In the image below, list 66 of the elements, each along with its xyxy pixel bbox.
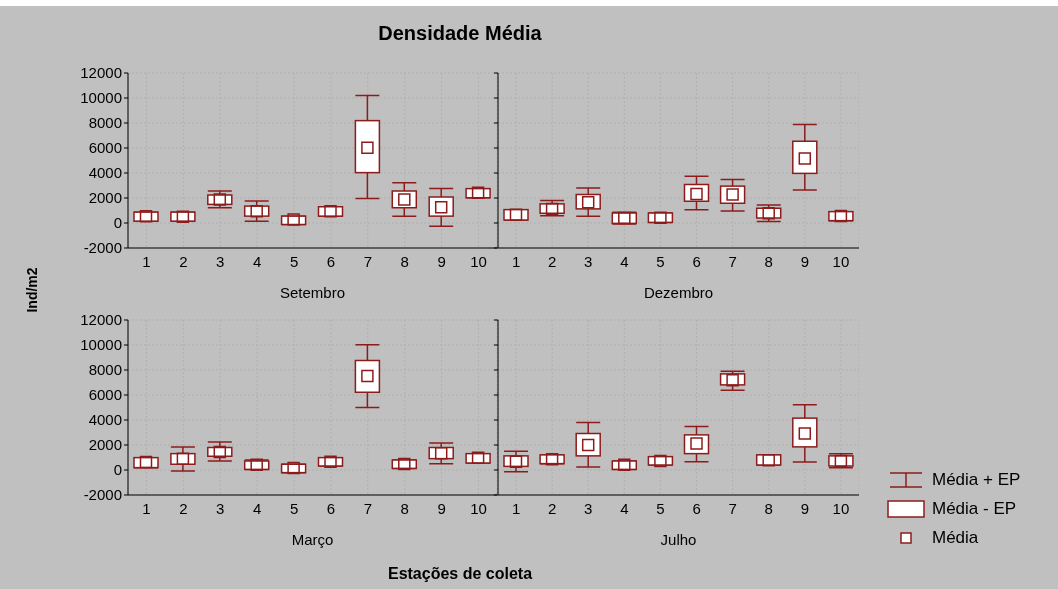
x-tick-label: 10 [470, 499, 487, 517]
y-axis-title: Ind/m2 [24, 267, 40, 313]
y-tick-label: -2000 [83, 486, 122, 504]
x-tick-label: 6 [326, 499, 336, 517]
x-tick-label: 2 [547, 499, 557, 517]
x-tick-label: 3 [216, 252, 225, 270]
x-tick-label: 2 [179, 499, 188, 517]
x-tick-label: 5 [289, 252, 299, 270]
y-tick-label: 2000 [88, 189, 122, 207]
x-tick-label: 3 [584, 499, 593, 517]
x-tick-label: 1 [511, 252, 521, 270]
y-tick-label: 0 [113, 461, 122, 479]
x-tick-label: 1 [511, 499, 521, 517]
x-tick-label: 7 [363, 252, 373, 270]
y-tick-label: 6000 [88, 139, 122, 157]
x-tick-label: 8 [400, 499, 409, 517]
y-tick-label: 6000 [88, 386, 122, 404]
y-tick-label: 0 [113, 214, 122, 232]
x-tick-label: 4 [620, 499, 629, 517]
x-tick-label: 9 [437, 252, 446, 270]
x-tick-label: 7 [728, 499, 737, 517]
x-tick-label: 8 [400, 252, 409, 270]
x-tick-label: 7 [728, 252, 737, 270]
x-tick-label: 6 [692, 252, 701, 270]
x-tick-label: 9 [800, 252, 810, 270]
x-tick-label: 6 [326, 252, 336, 270]
y-tick-label: 10000 [80, 336, 122, 354]
x-tick-label: 1 [142, 252, 151, 270]
x-tick-label: 10 [832, 252, 850, 270]
y-tick-label: 8000 [88, 114, 122, 132]
x-axis-title: Julho [660, 531, 697, 548]
y-tick-label: -2000 [83, 239, 122, 257]
x-tick-label: 7 [363, 499, 373, 517]
x-tick-label: 10 [470, 252, 487, 270]
x-axis-title: Setembro [279, 284, 346, 301]
x-axis-title: Dezembro [643, 284, 714, 301]
x-tick-label: 5 [656, 252, 665, 270]
x-tick-label: 8 [764, 499, 773, 517]
y-tick-label: 12000 [80, 311, 122, 329]
x-tick-label: 6 [692, 499, 701, 517]
x-tick-label: 5 [656, 499, 665, 517]
y-tick-label: 4000 [88, 411, 122, 429]
x-tick-label: 9 [800, 499, 810, 517]
x-axis-title: Março [291, 531, 334, 548]
x-tick-label: 4 [252, 499, 262, 517]
y-tick-label: 2000 [88, 436, 122, 454]
x-tick-label: 8 [764, 252, 773, 270]
chart-title: Densidade Média [377, 22, 543, 45]
x-tick-label: 4 [620, 252, 629, 270]
text: Média + EP [932, 469, 1021, 490]
y-tick-label: 4000 [88, 164, 122, 182]
x-tick-label: 3 [216, 499, 225, 517]
text: Estações de coleta [386, 565, 534, 583]
x-tick-label: 10 [832, 499, 850, 517]
y-tick-label: 12000 [80, 64, 122, 82]
x-tick-label: 2 [179, 252, 188, 270]
x-tick-label: 5 [289, 499, 299, 517]
x-tick-label: 4 [252, 252, 262, 270]
x-tick-label: 1 [142, 499, 151, 517]
text: Média [932, 527, 979, 548]
y-tick-label: 8000 [88, 361, 122, 379]
x-tick-label: 3 [584, 252, 593, 270]
y-tick-label: 10000 [80, 89, 122, 107]
x-tick-label: 2 [547, 252, 557, 270]
x-tick-label: 9 [437, 499, 446, 517]
text: Média - EP [932, 498, 1017, 519]
